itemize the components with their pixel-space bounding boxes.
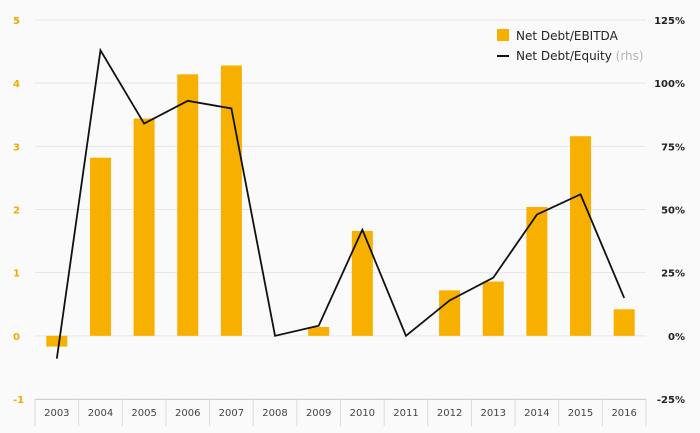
x-tick-label: 2003	[44, 408, 69, 419]
y-right-tick-label: 25%	[661, 269, 685, 280]
y-left-tick-label: 4	[13, 79, 20, 90]
x-tick-label: 2016	[611, 408, 636, 419]
bar	[177, 74, 199, 336]
y-right-tick-label: 0%	[668, 332, 685, 343]
bar	[351, 230, 373, 336]
y-left-tick-label: 0	[13, 332, 20, 343]
bar	[46, 335, 68, 347]
x-tick-label: 2013	[481, 408, 506, 419]
y-left-tick-label: 5	[13, 16, 20, 27]
bar	[220, 65, 242, 336]
x-tick-label: 2011	[393, 408, 418, 419]
legend-swatch-bar	[497, 29, 509, 41]
x-tick-label: 2005	[131, 408, 156, 419]
legend-label-bar: Net Debt/EBITDA	[516, 29, 619, 43]
y-right-tick-label: 125%	[654, 16, 685, 27]
bar	[439, 290, 461, 336]
line-series	[55, 47, 626, 359]
y-right-tick-label: -25%	[657, 395, 685, 406]
line-path	[55, 47, 626, 359]
y-left-tick-label: 3	[13, 142, 20, 153]
legend-label-line: Net Debt/Equity (rhs)	[516, 49, 644, 63]
y-right-tick-label: 50%	[661, 206, 685, 217]
bar-series	[46, 65, 635, 347]
x-tick-label: 2014	[524, 408, 549, 419]
x-tick-label: 2007	[219, 408, 244, 419]
bar	[613, 309, 635, 336]
legend-label-line-suffix: (rhs)	[616, 49, 644, 63]
x-tick-label: 2012	[437, 408, 462, 419]
legend-label-line-name: Net Debt/Equity	[516, 49, 612, 63]
x-tick-label: 2004	[88, 408, 113, 419]
bar	[89, 157, 111, 336]
y-left-tick-label: 1	[13, 269, 20, 280]
y-left-tick-label: -1	[13, 395, 24, 406]
bar	[308, 326, 330, 336]
x-tick-label: 2015	[568, 408, 593, 419]
bar	[570, 136, 592, 336]
bar	[526, 206, 548, 336]
x-tick-label: 2009	[306, 408, 331, 419]
gridlines	[35, 19, 646, 400]
legend: Net Debt/EBITDA Net Debt/Equity (rhs)	[497, 29, 644, 63]
x-tick-label: 2006	[175, 408, 200, 419]
y-left-tick-label: 2	[13, 206, 20, 217]
axes: -1 0 1 2 3 4 5 -25% 0% 25% 50% 75% 100% 125% 2003 2004 2…	[13, 16, 685, 426]
x-tick-label: 2010	[350, 408, 375, 419]
y-right-tick-label: 75%	[661, 142, 685, 153]
x-tick-label: 2008	[262, 408, 287, 419]
y-right-tick-label: 100%	[654, 79, 685, 90]
bar	[133, 118, 155, 336]
bar	[482, 281, 504, 336]
